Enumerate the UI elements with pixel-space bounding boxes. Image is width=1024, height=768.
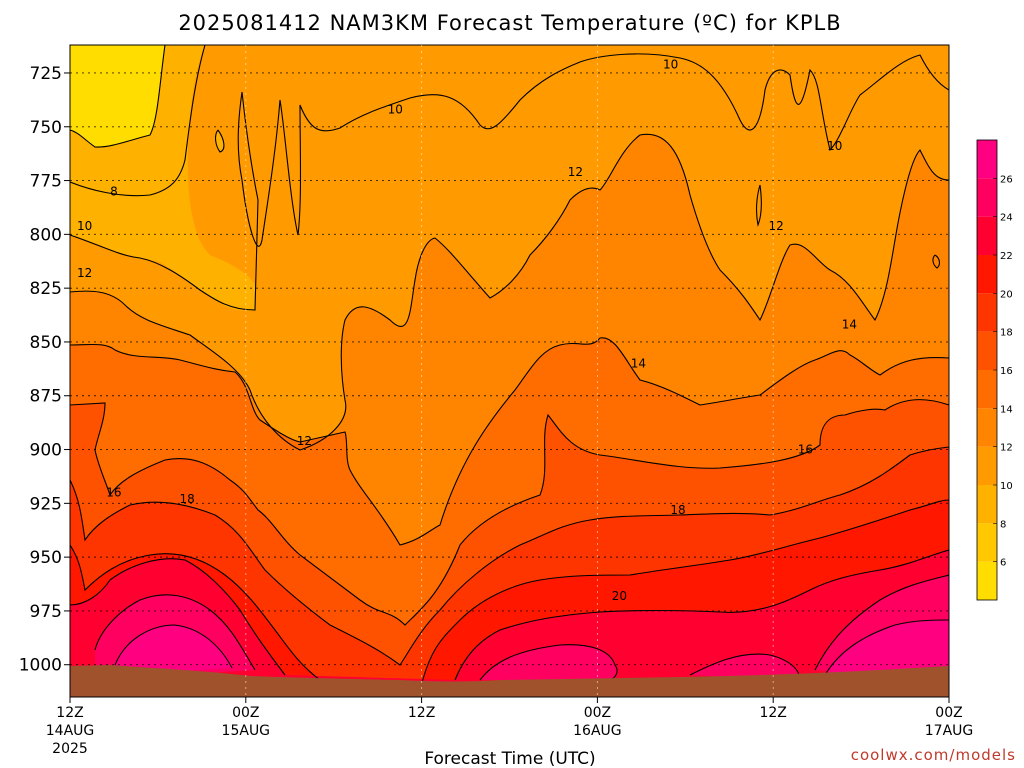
chart-title: 2025081412 NAM3KM Forecast Temperature (… [178, 11, 841, 35]
y-tick-label: 1000 [19, 656, 62, 676]
contour-label: 10 [663, 57, 678, 71]
y-tick-label: 925 [30, 494, 62, 514]
contour-label: 12 [297, 434, 312, 448]
contour-label: 10 [827, 139, 842, 153]
colorbar-swatch [977, 485, 997, 523]
plot-area [70, 45, 949, 697]
y-tick-label: 775 [30, 172, 62, 192]
colorbar-tick-label: 20 [1000, 289, 1013, 300]
colorbar-swatch [977, 523, 997, 561]
x-axis: 12Z 14AUG 2025 00Z 15AUG 12Z 00Z 16AUG 12Z 00Z 17A… [46, 697, 974, 757]
credit-text[interactable]: coolwx.com/models [851, 746, 1016, 764]
y-tick-label: 975 [30, 602, 62, 622]
colorbar-swatch [977, 140, 997, 178]
y-tick-label: 875 [30, 387, 62, 407]
x-tick-label: 00Z [232, 705, 259, 721]
colorbar-swatch [977, 178, 997, 216]
colorbar-tick-label: 10 [1000, 481, 1013, 492]
x-tick-label: 12Z [408, 705, 435, 721]
band-4-6 [70, 45, 165, 147]
x-tick-date: 17AUG [925, 723, 974, 739]
contour-label: 10 [77, 219, 92, 233]
x-tick-year: 2025 [52, 741, 88, 757]
contour-label: 12 [768, 219, 783, 233]
x-axis-title: Forecast Time (UTC) [424, 749, 595, 768]
x-tick-label: 00Z [584, 705, 611, 721]
contour-label: 18 [180, 492, 195, 506]
contour-label: 12 [568, 165, 583, 179]
colorbar-tick-label: 14 [1000, 404, 1013, 415]
colorbar-tick-label: 22 [1000, 251, 1013, 262]
chart: 2025081412 NAM3KM Forecast Temperature (… [0, 0, 1024, 768]
contour-label: 18 [670, 503, 685, 517]
colorbar-swatch [977, 447, 997, 485]
x-tick-date: 15AUG [222, 723, 271, 739]
contour-label: 12 [77, 266, 92, 280]
contour-label: 16 [798, 443, 813, 457]
colorbar: 6 8 10 12 14 16 18 20 22 24 26 [977, 140, 1013, 600]
colorbar-swatch [977, 293, 997, 331]
y-tick-label: 800 [30, 225, 62, 245]
y-tick-label: 850 [30, 333, 62, 353]
colorbar-tick-label: 24 [1000, 213, 1013, 224]
contour-label: 16 [106, 486, 121, 500]
y-tick-label: 750 [30, 118, 62, 138]
colorbar-swatch [977, 408, 997, 446]
colorbar-swatch [977, 217, 997, 255]
colorbar-tick-label: 18 [1000, 328, 1013, 339]
y-tick-label: 900 [30, 441, 62, 461]
y-axis: 725 750 775 800 825 850 875 900 925 950 975 1000 [19, 64, 70, 676]
contour-label: 10 [388, 103, 403, 117]
contour-label: 14 [842, 318, 857, 332]
colorbar-tick-label: 16 [1000, 366, 1013, 377]
contour-label: 14 [631, 356, 646, 370]
colorbar-swatch [977, 255, 997, 293]
x-tick-date: 16AUG [573, 723, 622, 739]
colorbar-swatch [977, 562, 997, 600]
colorbar-tick-label: 12 [1000, 443, 1013, 454]
y-tick-label: 725 [30, 64, 62, 84]
x-tick-date: 14AUG [46, 723, 95, 739]
colorbar-tick-label: 26 [1000, 174, 1013, 185]
x-tick-label: 12Z [56, 705, 83, 721]
colorbar-tick-label: 8 [1000, 519, 1006, 530]
x-tick-label: 12Z [759, 705, 786, 721]
contour-label: 8 [110, 184, 118, 198]
contour-label: 20 [612, 589, 627, 603]
colorbar-swatch [977, 370, 997, 408]
y-tick-label: 825 [30, 279, 62, 299]
colorbar-swatch [977, 332, 997, 370]
x-tick-label: 00Z [935, 705, 962, 721]
y-tick-label: 950 [30, 548, 62, 568]
colorbar-tick-label: 6 [1000, 558, 1006, 569]
